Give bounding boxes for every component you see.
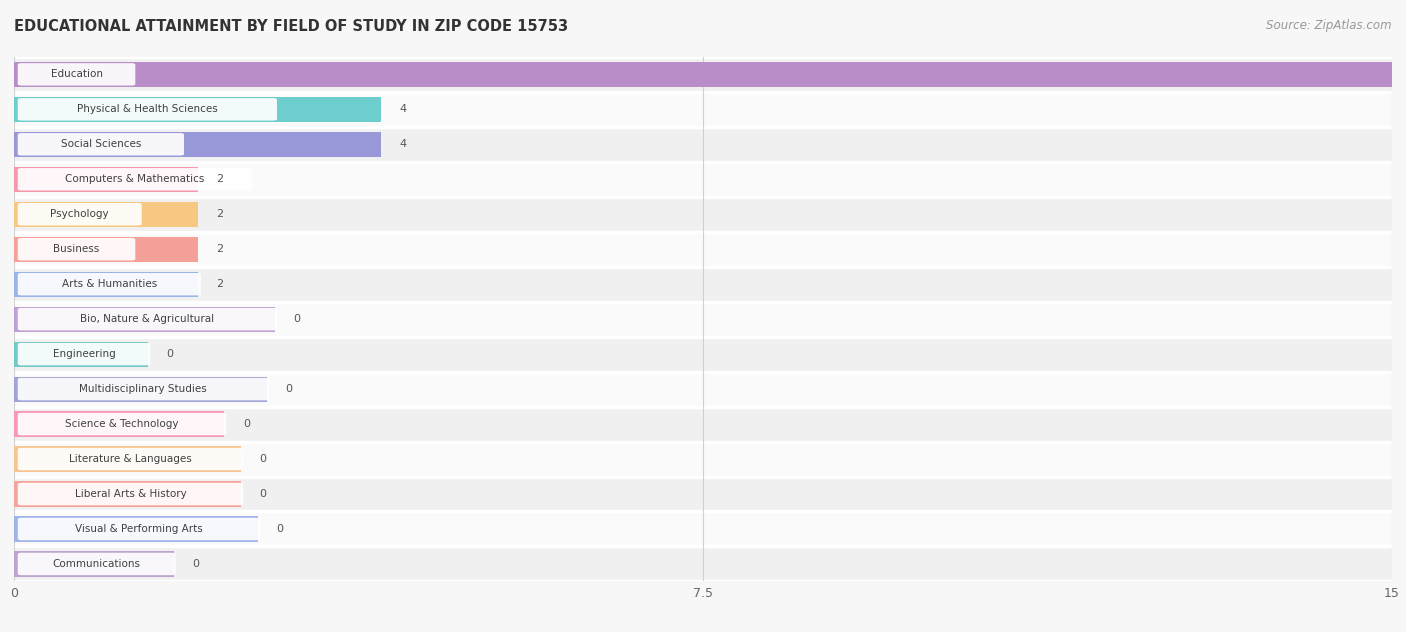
Text: 0: 0 bbox=[167, 349, 174, 359]
Text: 0: 0 bbox=[260, 489, 267, 499]
FancyBboxPatch shape bbox=[18, 518, 260, 540]
Text: Liberal Arts & History: Liberal Arts & History bbox=[75, 489, 187, 499]
Text: 0: 0 bbox=[193, 559, 200, 569]
Bar bbox=[14, 127, 1392, 162]
Text: Science & Technology: Science & Technology bbox=[65, 419, 179, 429]
Bar bbox=[14, 516, 259, 542]
Text: Psychology: Psychology bbox=[51, 209, 110, 219]
Text: Visual & Performing Arts: Visual & Performing Arts bbox=[75, 524, 202, 534]
Text: Engineering: Engineering bbox=[52, 349, 115, 359]
Bar bbox=[14, 167, 198, 192]
Bar bbox=[14, 62, 1392, 87]
Bar bbox=[14, 341, 149, 367]
Text: EDUCATIONAL ATTAINMENT BY FIELD OF STUDY IN ZIP CODE 15753: EDUCATIONAL ATTAINMENT BY FIELD OF STUDY… bbox=[14, 19, 568, 34]
Bar bbox=[14, 197, 1392, 232]
Text: 2: 2 bbox=[217, 244, 224, 254]
FancyBboxPatch shape bbox=[18, 203, 142, 226]
Text: Communications: Communications bbox=[52, 559, 141, 569]
Text: Multidisciplinary Studies: Multidisciplinary Studies bbox=[79, 384, 207, 394]
Text: Business: Business bbox=[53, 244, 100, 254]
Text: 2: 2 bbox=[217, 209, 224, 219]
Bar bbox=[14, 442, 1392, 477]
Text: 0: 0 bbox=[277, 524, 284, 534]
Bar bbox=[14, 267, 1392, 301]
Bar bbox=[14, 337, 1392, 372]
Text: 0: 0 bbox=[285, 384, 292, 394]
Bar bbox=[14, 377, 267, 402]
FancyBboxPatch shape bbox=[18, 378, 269, 400]
Text: Arts & Humanities: Arts & Humanities bbox=[62, 279, 157, 289]
Bar bbox=[14, 92, 1392, 127]
Bar bbox=[14, 57, 1392, 92]
Text: Literature & Languages: Literature & Languages bbox=[69, 454, 191, 464]
Bar bbox=[14, 547, 1392, 581]
Bar bbox=[14, 131, 381, 157]
Bar bbox=[14, 97, 381, 122]
Bar bbox=[14, 446, 242, 471]
Bar bbox=[14, 411, 225, 437]
Bar bbox=[14, 406, 1392, 442]
Text: Computers & Mathematics: Computers & Mathematics bbox=[65, 174, 204, 185]
Bar bbox=[14, 162, 1392, 197]
Text: 0: 0 bbox=[294, 314, 301, 324]
Bar bbox=[14, 301, 1392, 337]
FancyBboxPatch shape bbox=[18, 238, 135, 260]
Bar bbox=[14, 511, 1392, 547]
Text: Education: Education bbox=[51, 70, 103, 80]
FancyBboxPatch shape bbox=[18, 168, 252, 190]
Text: 0: 0 bbox=[260, 454, 267, 464]
FancyBboxPatch shape bbox=[18, 273, 201, 295]
Bar bbox=[14, 307, 276, 332]
Text: 2: 2 bbox=[217, 279, 224, 289]
Bar bbox=[14, 232, 1392, 267]
Bar bbox=[14, 236, 198, 262]
Bar bbox=[14, 477, 1392, 511]
FancyBboxPatch shape bbox=[18, 63, 135, 85]
FancyBboxPatch shape bbox=[18, 133, 184, 155]
Text: Bio, Nature & Agricultural: Bio, Nature & Agricultural bbox=[80, 314, 214, 324]
Text: 4: 4 bbox=[399, 139, 406, 149]
Text: 0: 0 bbox=[243, 419, 250, 429]
Bar bbox=[14, 482, 242, 507]
FancyBboxPatch shape bbox=[18, 553, 176, 575]
Text: Social Sciences: Social Sciences bbox=[60, 139, 141, 149]
FancyBboxPatch shape bbox=[18, 448, 243, 470]
Bar bbox=[14, 372, 1392, 406]
Text: Physical & Health Sciences: Physical & Health Sciences bbox=[77, 104, 218, 114]
FancyBboxPatch shape bbox=[18, 98, 277, 121]
Bar bbox=[14, 551, 174, 576]
Text: 2: 2 bbox=[217, 174, 224, 185]
Text: 4: 4 bbox=[399, 104, 406, 114]
Bar bbox=[14, 272, 198, 297]
FancyBboxPatch shape bbox=[18, 343, 150, 365]
FancyBboxPatch shape bbox=[18, 483, 243, 505]
Text: Source: ZipAtlas.com: Source: ZipAtlas.com bbox=[1267, 19, 1392, 32]
FancyBboxPatch shape bbox=[18, 413, 226, 435]
FancyBboxPatch shape bbox=[18, 308, 277, 331]
Bar bbox=[14, 202, 198, 227]
